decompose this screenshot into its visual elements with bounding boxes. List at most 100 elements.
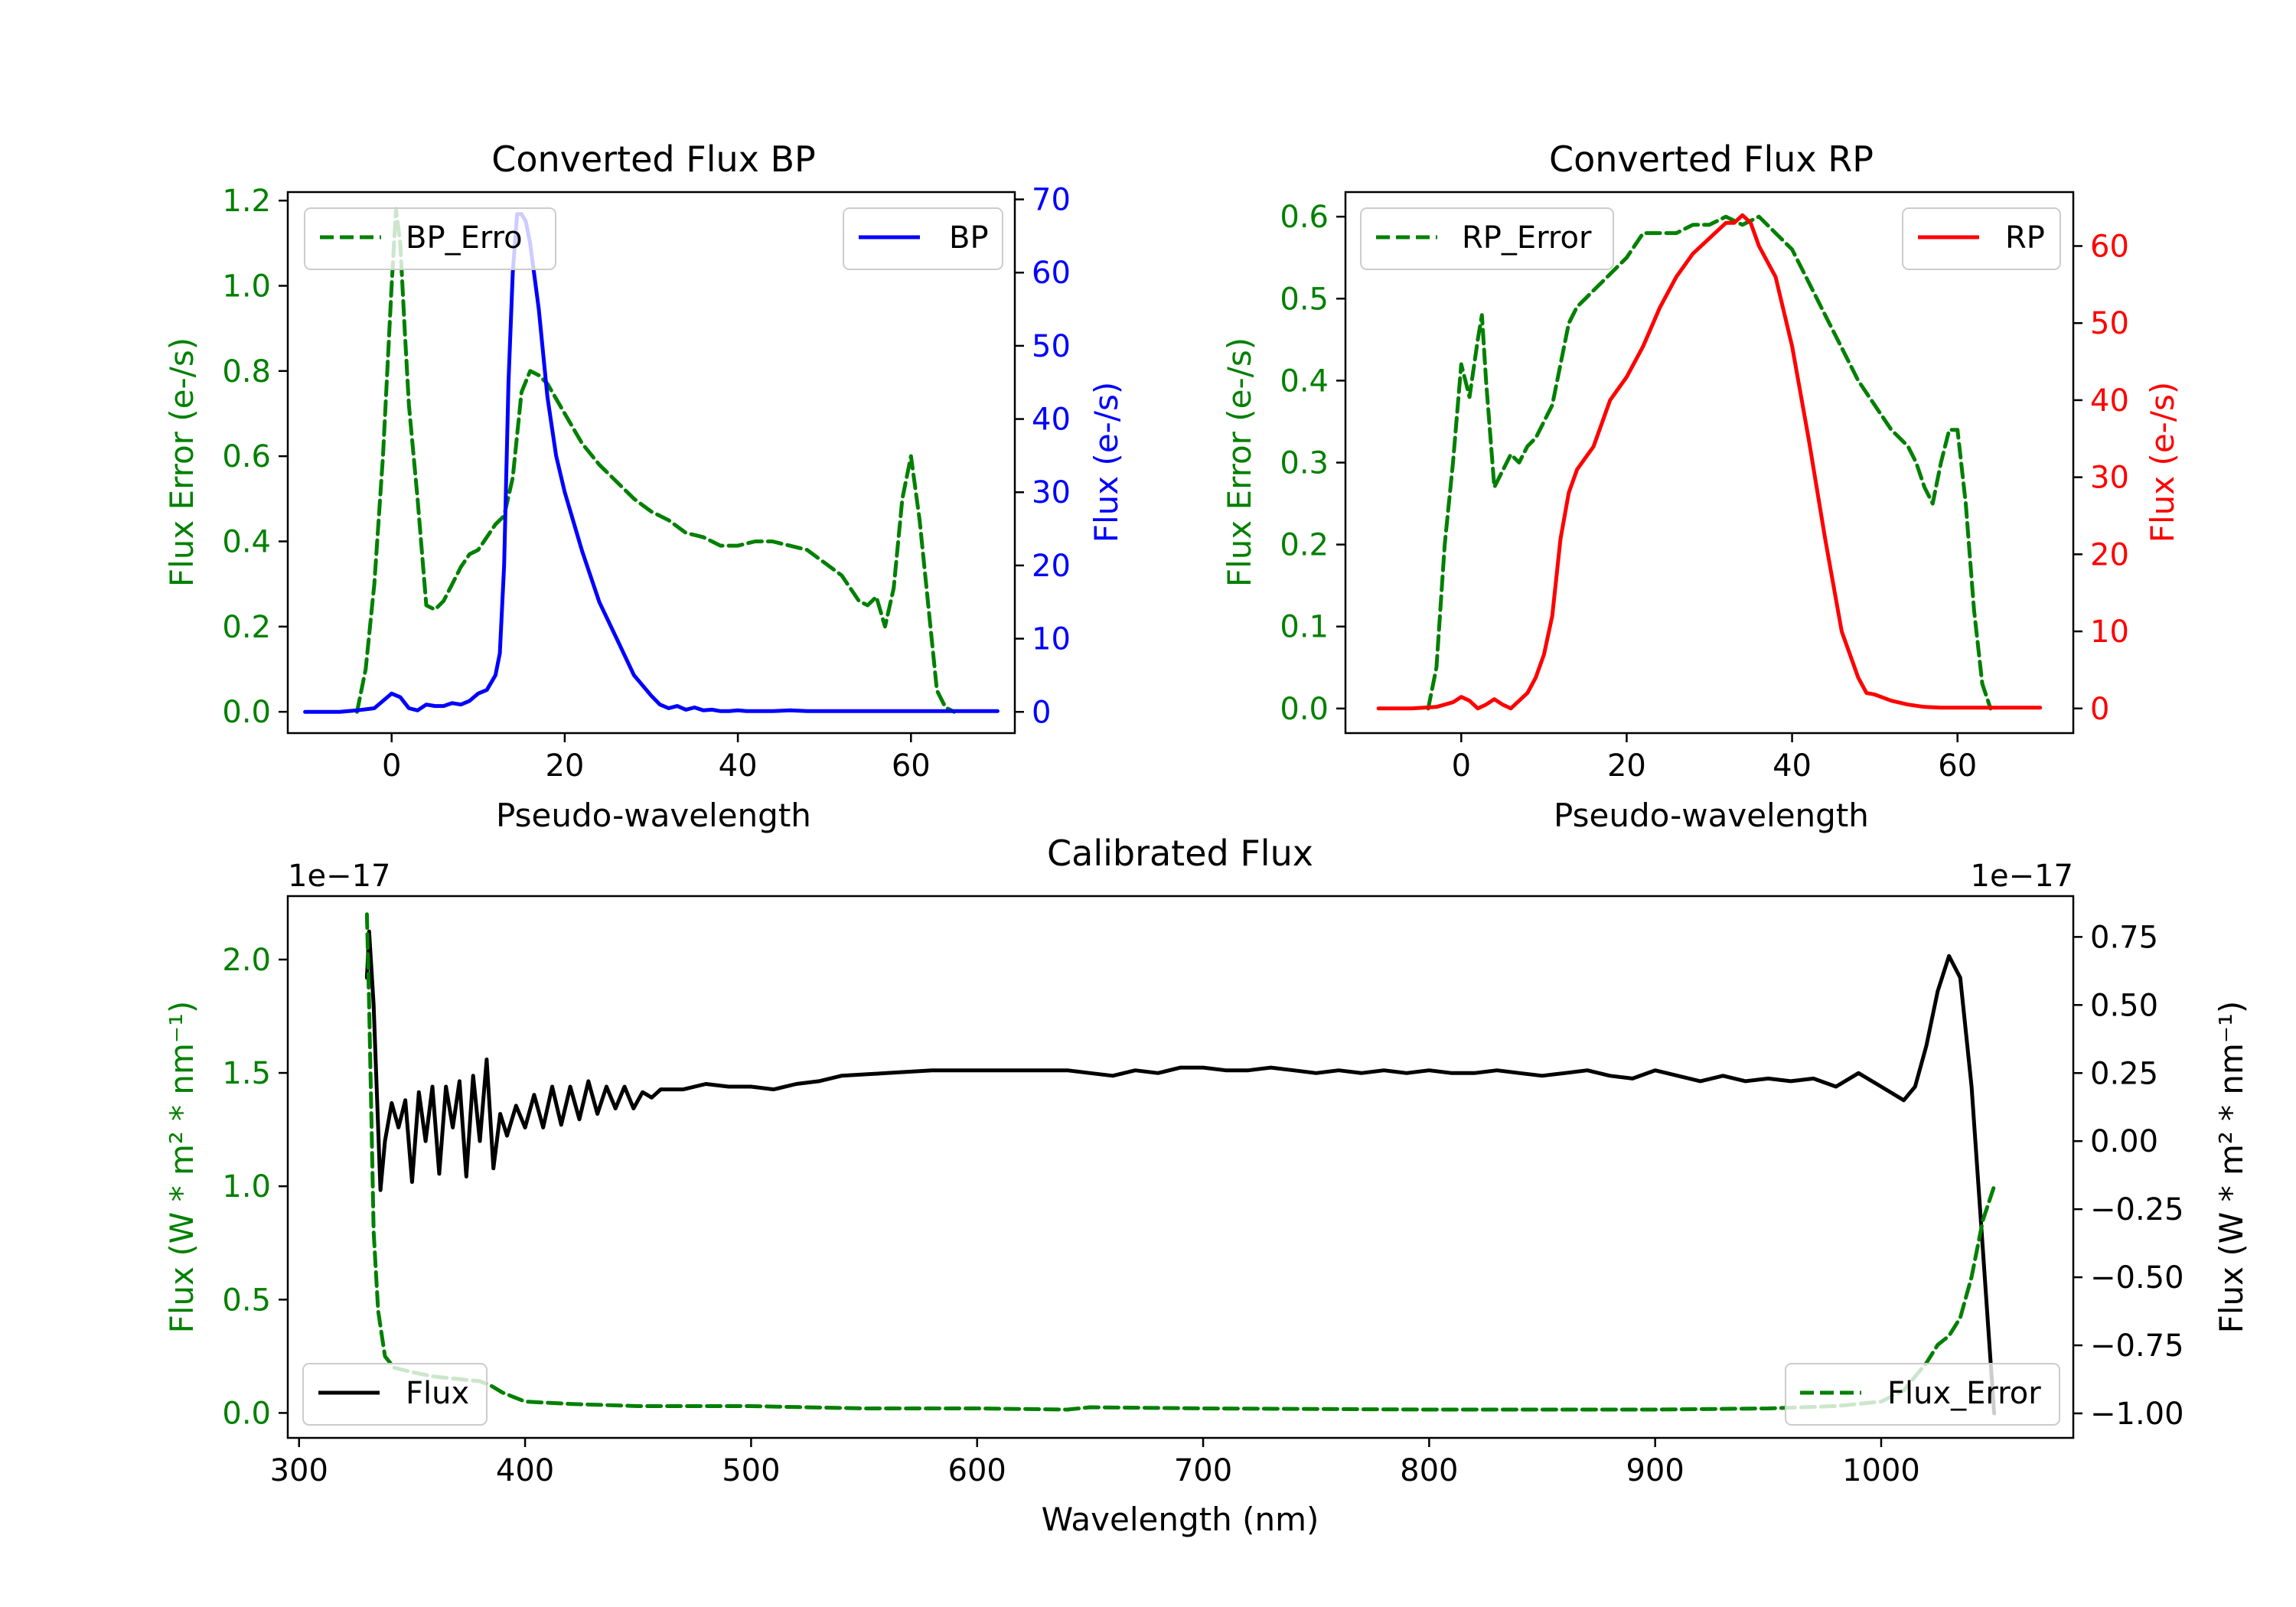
rp-left-y-tick-label: 0.6	[1280, 200, 1329, 235]
cal-left-y-tick-label: 1.0	[222, 1169, 271, 1204]
bp-legend-flux-label: BP	[949, 220, 989, 256]
cal-right-y-tick-label: −0.50	[2090, 1260, 2184, 1296]
bp-right-y-tick-label: 50	[1032, 329, 1071, 364]
cal-x-tick-label: 700	[1174, 1453, 1232, 1488]
bp-x-tick-label: 40	[719, 748, 758, 784]
rp-title: Converted Flux RP	[1549, 139, 1874, 180]
bp-title: Converted Flux BP	[491, 139, 816, 180]
bp-left-y-tick-label: 0.2	[222, 610, 271, 645]
rp-left-y-tick-label: 0.4	[1280, 363, 1329, 399]
cal-right-y-tick-label: 0.25	[2090, 1056, 2158, 1091]
cal-x-tick-label: 300	[270, 1453, 328, 1488]
bp-plot-frame	[286, 191, 1016, 735]
rp-left-y-tick-label: 0.3	[1280, 446, 1329, 481]
bp-x-tick-label: 60	[892, 748, 931, 784]
rp-series-rp	[1376, 213, 2043, 711]
bp-right-y-tick-label: 10	[1032, 622, 1071, 657]
rp-right-y-tick-label: 60	[2090, 229, 2129, 264]
bp-right-y-tick-label: 0	[1032, 695, 1051, 730]
bp-right-y-tick-label: 20	[1032, 549, 1071, 584]
rp-left-y-axis-label: Flux Error (e-/s)	[1221, 337, 1258, 587]
bp-left-y-tick-label: 0.6	[222, 439, 271, 474]
cal-title: Calibrated Flux	[1047, 833, 1313, 874]
bp-left-y-tick-label: 0.8	[222, 354, 271, 390]
cal-left-y-tick-label: 0.5	[222, 1283, 271, 1318]
rp-x-tick-label: 60	[1938, 748, 1977, 784]
cal-series-flux	[364, 929, 1997, 1416]
rp-legend-right: RP	[1902, 207, 2061, 270]
cal-x-tick-label: 900	[1626, 1453, 1684, 1488]
cal-right-y-tick-label: −1.00	[2090, 1397, 2184, 1432]
bp-legend-left-box	[304, 207, 556, 270]
rp-left-y-tick-label: 0.5	[1280, 282, 1329, 317]
cal-left-y-axis-label: Flux (W * m² * nm⁻¹)	[163, 1001, 201, 1334]
bp-right-y-axis-label: Flux (e-/s)	[1088, 382, 1125, 543]
bp-right-y-tick-label: 60	[1032, 256, 1071, 291]
rp-legend-flux-label: RP	[2005, 220, 2045, 256]
rp-x-axis-label: Pseudo-wavelength	[1554, 797, 1869, 834]
rp-left-y-tick-label: 0.2	[1280, 528, 1329, 563]
bp-legend-left: BP_Erro	[304, 207, 556, 270]
bp-x-tick-label: 0	[382, 748, 401, 784]
rp-left-y-tick-label: 0.0	[1280, 692, 1329, 727]
rp-right-y-axis-label: Flux (e-/s)	[2144, 382, 2181, 543]
cal-x-tick-label: 1000	[1842, 1453, 1920, 1488]
rp-legend-left: RP_Error	[1360, 207, 1614, 270]
cal-legend-error-label: Flux_Error	[1887, 1376, 2041, 1411]
bp-x-axis-label: Pseudo-wavelength	[496, 797, 811, 834]
cal-left-y-tick-label: 2.0	[222, 943, 271, 978]
rp-x-tick-label: 40	[1773, 748, 1812, 784]
rp-x-tick-label: 0	[1452, 748, 1471, 784]
cal-legend-left-box	[302, 1363, 488, 1426]
cal-right-y-tick-label: −0.25	[2090, 1192, 2184, 1227]
cal-right-y-tick-label: 0.00	[2090, 1124, 2158, 1159]
bp-legend-right-box	[843, 207, 1003, 270]
rp-right-y-tick-label: 0	[2090, 692, 2109, 727]
rp-right-y-tick-label: 10	[2090, 614, 2129, 650]
cal-right-offset-label: 1e−17	[1971, 859, 2073, 894]
bp-legend-error-label: BP_Erro	[406, 220, 523, 256]
rp-x-tick-label: 20	[1607, 748, 1646, 784]
cal-plot-frame	[286, 895, 2075, 1439]
bp-left-y-tick-label: 1.2	[222, 184, 271, 219]
bp-series-bp-error	[355, 207, 957, 714]
cal-panel: Calibrated Flux 1e−17 1e−17 300 400 500 600…	[163, 833, 2250, 1538]
bp-left-y-axis-label: Flux Error (e-/s)	[163, 337, 201, 587]
cal-legend-right: Flux_Error	[1785, 1363, 2060, 1426]
rp-right-y-tick-label: 30	[2090, 461, 2129, 496]
rp-panel: Converted Flux RP 0 20 40 60 0.0 0.1 0.2 0.3 0.4…	[1221, 139, 2181, 834]
cal-legend-flux-label: Flux	[406, 1376, 469, 1411]
cal-left-y-tick-label: 1.5	[222, 1056, 271, 1091]
cal-right-y-tick-label: 0.50	[2090, 988, 2158, 1023]
bp-panel: Converted Flux BP 0 20 40 60 0.0 0.2 0.4 0.6 0.8…	[163, 139, 1125, 834]
rp-right-y-tick-label: 50	[2090, 306, 2129, 341]
cal-x-tick-label: 600	[948, 1453, 1006, 1488]
bp-legend-right: BP	[843, 207, 1003, 270]
bp-right-y-tick-label: 70	[1032, 183, 1071, 218]
bp-left-y-tick-label: 1.0	[222, 269, 271, 304]
rp-right-y-tick-label: 20	[2090, 537, 2129, 572]
rp-series-rp-error	[1426, 214, 1993, 711]
bp-x-tick-label: 20	[545, 748, 584, 784]
cal-right-y-tick-label: 0.75	[2090, 920, 2158, 955]
rp-right-y-tick-label: 40	[2090, 383, 2129, 419]
bp-left-y-tick-label: 0.0	[222, 695, 271, 730]
cal-x-axis-label: Wavelength (nm)	[1042, 1501, 1319, 1538]
cal-right-y-axis-label: Flux (W * m² * nm⁻¹)	[2213, 1001, 2250, 1334]
rp-legend-left-box	[1360, 207, 1614, 270]
rp-legend-error-label: RP_Error	[1462, 220, 1592, 256]
cal-right-y-tick-label: −0.75	[2090, 1328, 2184, 1364]
cal-left-offset-label: 1e−17	[288, 859, 390, 894]
bp-left-y-tick-label: 0.4	[222, 524, 271, 559]
cal-legend-left: Flux	[302, 1363, 488, 1426]
bp-right-y-tick-label: 30	[1032, 475, 1071, 510]
bp-series-bp	[303, 212, 1000, 714]
cal-left-y-tick-label: 0.0	[222, 1396, 271, 1431]
rp-legend-right-box	[1902, 207, 2061, 270]
rp-left-y-tick-label: 0.1	[1280, 610, 1329, 645]
cal-legend-right-box	[1785, 1363, 2060, 1426]
cal-x-tick-label: 400	[496, 1453, 554, 1488]
cal-x-tick-label: 500	[722, 1453, 780, 1488]
bp-right-y-tick-label: 40	[1032, 403, 1071, 438]
